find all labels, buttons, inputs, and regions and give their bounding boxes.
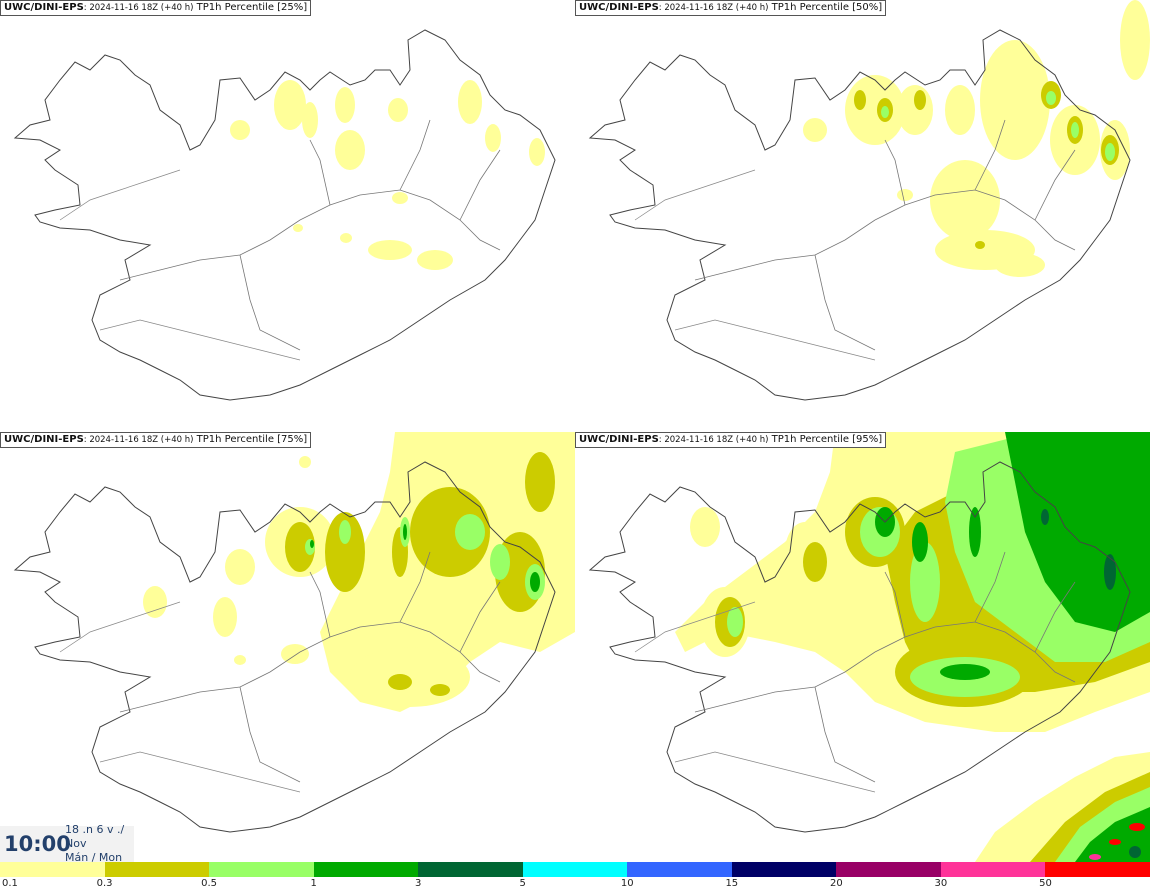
legend-label: 1 [310,878,317,889]
valid-month: Nov [65,837,87,850]
map-panel-p75: UWC/DINI-EPS: 2024-11-16 18Z (+40 h) TP1… [0,432,575,862]
legend-label: 3 [414,878,422,889]
run-info: : 2024-11-16 18Z (+40 h) [658,435,769,445]
iceland-outline [588,461,1131,833]
legend-swatch [0,862,106,877]
legend-swatch [627,862,733,877]
panel-title: UWC/DINI-EPS: 2024-11-16 18Z (+40 h) TP1… [575,0,887,16]
field-name: TP1h Percentile [25%] [196,2,308,13]
valid-time: 10:00 [4,832,71,856]
map-canvas [13,29,556,401]
panel-title: UWC/DINI-EPS: 2024-11-16 18Z (+40 h) TP1… [575,432,887,448]
model-name: UWC/DINI-EPS [579,434,659,445]
map-canvas [588,432,1150,862]
legend-swatch [104,862,211,877]
field-name: TP1h Percentile [95%] [771,434,883,445]
panel-title: UWC/DINI-EPS: 2024-11-16 18Z (+40 h) TP1… [0,0,312,16]
map-panel-p25: UWC/DINI-EPS: 2024-11-16 18Z (+40 h) TP1… [0,0,575,430]
legend-swatch [418,862,524,877]
map-panel-p95: UWC/DINI-EPS: 2024-11-16 18Z (+40 h) TP1… [575,432,1150,862]
iceland-outline [13,461,556,833]
model-name: UWC/DINI-EPS [4,2,84,13]
legend-swatch [522,862,629,877]
model-name: UWC/DINI-EPS [4,434,84,445]
run-info: : 2024-11-16 18Z (+40 h) [658,3,769,13]
precip-layer [230,80,545,270]
legend-label: 10 [620,878,634,889]
legend-label: 20 [829,878,843,889]
precip-layer [675,432,1150,862]
valid-time-box: 10:00 18 .n 6 v ./ Nov Mán / Mon [0,823,134,864]
legend-label: 30 [934,878,948,889]
legend-swatch [313,862,420,877]
legend-swatch [731,862,838,877]
valid-date-line1: 18 .n 6 v ./ [65,823,125,836]
legend-label: 0.1 [2,878,18,889]
legend-label: 15 [725,878,739,889]
field-name: TP1h Percentile [75%] [196,434,308,445]
iceland-outline [13,29,556,401]
legend-swatch [940,862,1047,877]
run-info: : 2024-11-16 18Z (+40 h) [83,435,194,445]
legend-label: 0.5 [201,878,218,889]
map-canvas [13,432,575,833]
panel-title: UWC/DINI-EPS: 2024-11-16 18Z (+40 h) TP1… [0,432,312,448]
model-name: UWC/DINI-EPS [579,2,659,13]
color-legend: 0.1 0.3 0.5 1 3 5 10 15 20 30 50 [0,862,1150,891]
legend-label: 50 [1039,878,1052,889]
legend-swatch [1045,862,1150,877]
precip-layer [143,432,575,712]
precip-layer [803,0,1150,277]
map-panel-p50: UWC/DINI-EPS: 2024-11-16 18Z (+40 h) TP1… [575,0,1150,430]
legend-swatch [209,862,315,877]
iceland-outline [588,29,1131,401]
valid-weekday: Mán / Mon [65,851,123,864]
legend-swatch [836,862,942,877]
field-name: TP1h Percentile [50%] [771,2,883,13]
run-info: : 2024-11-16 18Z (+40 h) [83,3,194,13]
legend-label: 0.3 [96,878,113,889]
map-canvas [588,0,1150,401]
legend-label: 5 [519,878,526,889]
